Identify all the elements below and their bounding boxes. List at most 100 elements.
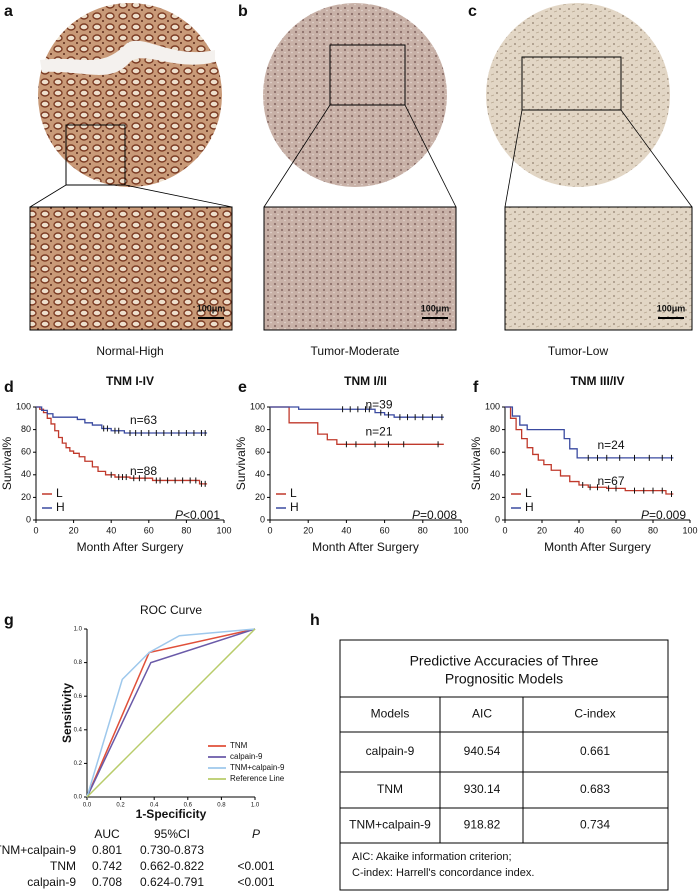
y-tick-label: 80 bbox=[490, 424, 500, 434]
image-caption: Tumor-Moderate bbox=[311, 344, 400, 358]
y-tick-label: 0.8 bbox=[74, 660, 83, 666]
x-tick-label: 100 bbox=[682, 525, 697, 535]
n-label: n=39 bbox=[366, 397, 393, 411]
x-axis-label: Month After Surgery bbox=[544, 540, 651, 554]
auc-cell: calpain-9 bbox=[27, 875, 76, 889]
ihc-images bbox=[29, 3, 693, 331]
x-axis-label: Month After Surgery bbox=[77, 540, 184, 554]
table-note: C-index: Harrell's concordance index. bbox=[352, 867, 534, 879]
y-tick-label: 1.0 bbox=[74, 627, 83, 633]
auc-cell: <0.001 bbox=[237, 875, 274, 889]
y-tick-label: 20 bbox=[255, 492, 265, 502]
x-tick-label: 0 bbox=[267, 525, 272, 535]
y-tick-label: 80 bbox=[21, 424, 31, 434]
table-border bbox=[339, 639, 669, 891]
x-tick-label: 80 bbox=[418, 525, 428, 535]
table-cell: 930.14 bbox=[464, 782, 501, 796]
panel-label: f bbox=[473, 379, 479, 396]
x-tick-label: 60 bbox=[611, 525, 621, 535]
roc-curve bbox=[86, 628, 256, 798]
survival-curve bbox=[505, 406, 674, 459]
x-tick-label: 80 bbox=[648, 525, 658, 535]
y-tick-label: 0.6 bbox=[74, 694, 83, 700]
x-tick-label: 0.8 bbox=[217, 803, 226, 809]
scale-bar-label: 100μm bbox=[197, 303, 226, 313]
legend-label: L bbox=[525, 486, 532, 500]
auc-header: 95%CI bbox=[154, 827, 190, 841]
panel-label: c bbox=[468, 3, 477, 20]
panel-label: h bbox=[310, 612, 320, 629]
auc-cell: TNM bbox=[50, 859, 76, 873]
y-tick-label: 100 bbox=[250, 401, 265, 411]
y-tick-label: 40 bbox=[255, 469, 265, 479]
zoom-box bbox=[65, 124, 126, 186]
x-tick-label: 100 bbox=[216, 525, 231, 535]
table-cell: TNM+calpain-9 bbox=[349, 818, 431, 832]
tissue-core bbox=[263, 3, 447, 187]
survival-curve bbox=[36, 406, 208, 434]
table-cell: calpain-9 bbox=[366, 744, 415, 758]
x-tick-label: 0 bbox=[502, 525, 507, 535]
x-tick-label: 40 bbox=[341, 525, 351, 535]
scale-bar-label: 100μm bbox=[421, 303, 450, 313]
zoom-image bbox=[504, 206, 693, 331]
table-cell: 0.734 bbox=[580, 818, 610, 832]
tissue-fold bbox=[40, 40, 215, 75]
x-tick-label: 0 bbox=[33, 525, 38, 535]
table-title: Prognositic Models bbox=[445, 671, 563, 687]
table-header: AIC bbox=[472, 707, 492, 721]
chart-title: TNM III/IV bbox=[571, 374, 625, 388]
table-header: Models bbox=[371, 707, 410, 721]
tissue-core bbox=[38, 3, 222, 187]
legend-label: L bbox=[290, 486, 297, 500]
y-tick-label: 20 bbox=[490, 492, 500, 502]
auc-cell: 0.624-0.791 bbox=[140, 875, 204, 889]
y-tick-label: 60 bbox=[490, 447, 500, 457]
n-label: n=21 bbox=[366, 424, 393, 438]
x-axis-label: Month After Surgery bbox=[312, 540, 419, 554]
p-symbol: P bbox=[641, 508, 649, 522]
chart-title: TNM I/II bbox=[344, 374, 387, 388]
x-tick-label: 40 bbox=[106, 525, 116, 535]
p-number: =0.008 bbox=[420, 508, 457, 522]
legend-label: TNM+calpain-9 bbox=[230, 763, 285, 772]
zoom-image bbox=[263, 206, 457, 331]
panel-label: b bbox=[238, 3, 248, 20]
zoom-image bbox=[29, 206, 233, 331]
x-tick-label: 0.4 bbox=[150, 803, 159, 809]
y-tick-label: 20 bbox=[21, 492, 31, 502]
p-value: P=0.009 bbox=[641, 508, 686, 522]
legend-label: calpain-9 bbox=[230, 752, 263, 761]
zoom-box bbox=[329, 44, 406, 106]
survival-curve bbox=[505, 406, 674, 495]
x-axis-label: 1-Specificity bbox=[136, 807, 207, 821]
y-tick-label: 0.0 bbox=[74, 795, 83, 801]
chart-title: ROC Curve bbox=[140, 603, 202, 617]
x-tick-label: 20 bbox=[303, 525, 313, 535]
p-symbol: P bbox=[412, 508, 420, 522]
n-label: n=63 bbox=[130, 413, 157, 427]
legend-label: H bbox=[290, 500, 299, 514]
y-tick-label: 40 bbox=[490, 469, 500, 479]
y-tick-label: 100 bbox=[485, 401, 500, 411]
y-axis-label: Sensitivity bbox=[60, 683, 74, 743]
tissue-core bbox=[486, 3, 670, 187]
chart-title: TNM I-IV bbox=[106, 374, 154, 388]
zoom-lines bbox=[29, 104, 693, 208]
survival-curve bbox=[270, 406, 444, 445]
y-axis-label: Survival% bbox=[0, 437, 14, 491]
x-tick-label: 20 bbox=[537, 525, 547, 535]
survival-curve bbox=[36, 406, 208, 485]
p-number: =0.009 bbox=[649, 508, 686, 522]
p-value: P=0.008 bbox=[412, 508, 457, 522]
p-symbol: P bbox=[175, 508, 183, 522]
panel-label: e bbox=[238, 379, 247, 396]
roc-curve bbox=[86, 628, 256, 798]
image-caption: Normal-High bbox=[96, 344, 163, 358]
x-tick-label: 0.0 bbox=[83, 803, 92, 809]
auc-cell: 0.742 bbox=[92, 859, 122, 873]
p-value: P<0.001 bbox=[175, 508, 220, 522]
zoom-box bbox=[521, 56, 622, 111]
y-tick-label: 40 bbox=[21, 469, 31, 479]
